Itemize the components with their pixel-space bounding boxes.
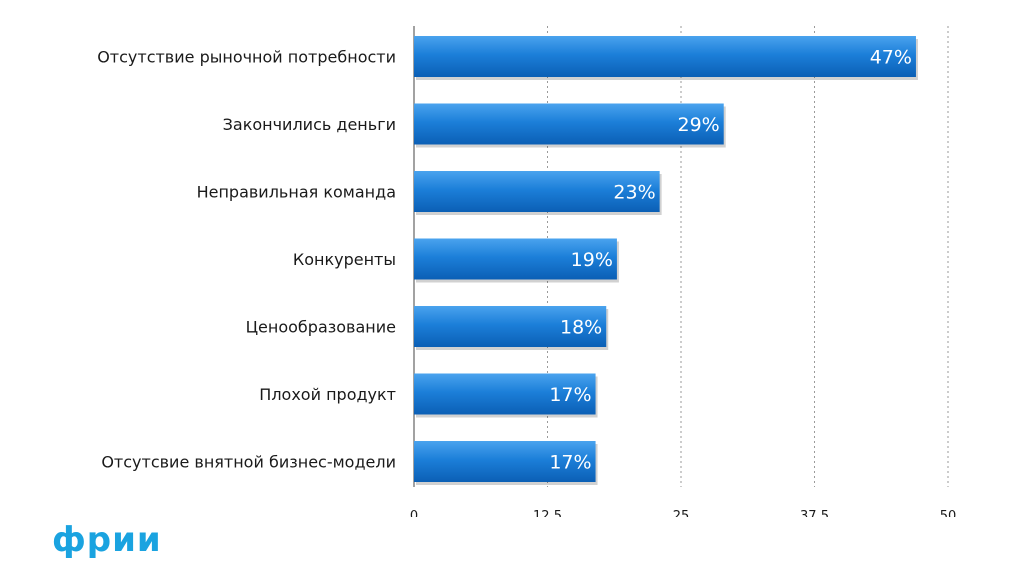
category-label: Неправильная команда: [197, 183, 396, 202]
bar-value-label: 23%: [613, 182, 655, 204]
bar: [414, 373, 596, 415]
x-tick-label: 0: [410, 509, 418, 524]
category-label: Ценообразование: [246, 318, 396, 337]
bar-value-label: 19%: [571, 249, 613, 271]
bar: [414, 103, 724, 145]
category-label: Отсутсвие внятной бизнес-модели: [101, 453, 396, 472]
brand-logo: фрии: [52, 520, 162, 560]
bar-value-label: 29%: [677, 114, 719, 136]
tick-clip-mask: [380, 517, 980, 537]
bar-value-label: 17%: [549, 384, 591, 406]
bar: [414, 171, 660, 212]
category-label: Закончились деньги: [223, 115, 396, 134]
bar-value-label: 18%: [560, 317, 602, 339]
bar: [414, 238, 617, 280]
category-label: Отсутствие рыночной потребности: [97, 48, 396, 67]
bars: 47% 29% 23% 19% 18% 17% 17%: [414, 36, 918, 485]
category-label: Плохой продукт: [259, 385, 396, 404]
bar: [414, 306, 607, 347]
bar-value-label: 47%: [870, 47, 912, 69]
bar-value-label: 17%: [549, 452, 591, 474]
x-axis: 0 12,5 25 37,5 50: [380, 509, 980, 537]
category-label: Конкуренты: [293, 250, 396, 269]
bar: [414, 36, 916, 77]
category-labels: Отсутствие рыночной потребности Закончили…: [97, 48, 396, 472]
bar: [414, 441, 596, 482]
